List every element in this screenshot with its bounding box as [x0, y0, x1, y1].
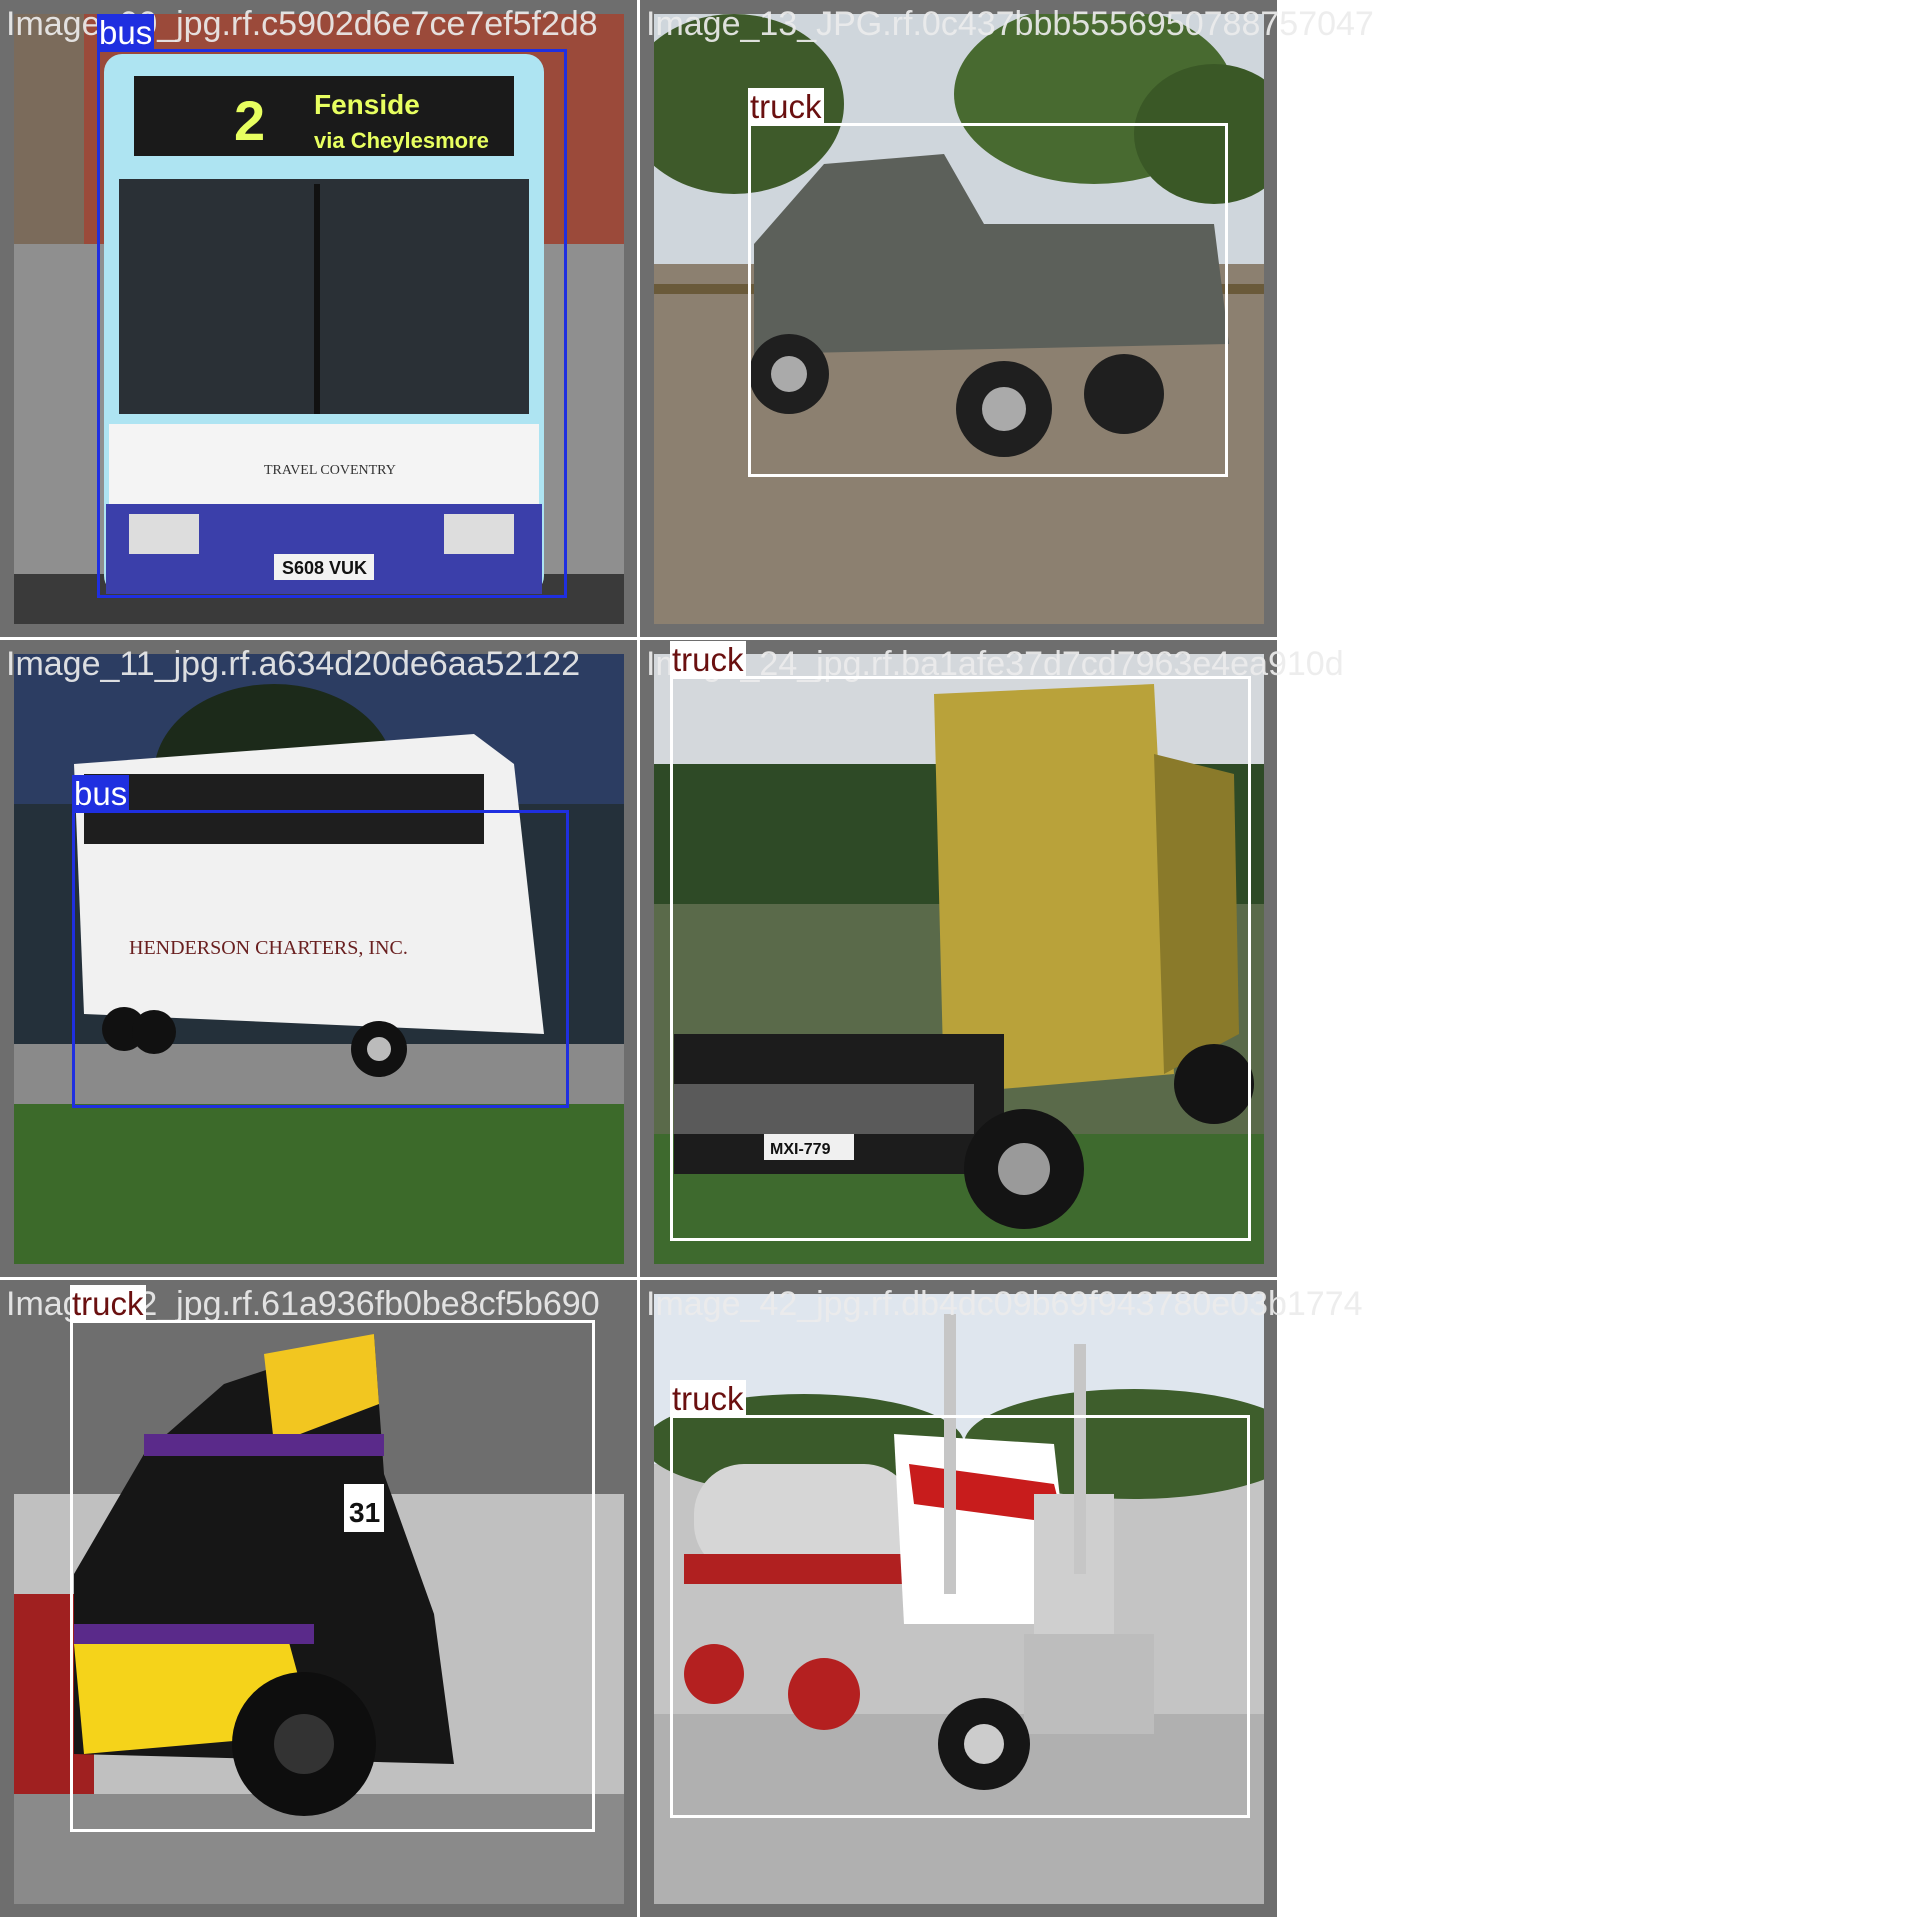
tile-1-bbox: bus — [97, 14, 567, 598]
bus-via-text: via Cheylesmore — [314, 128, 489, 153]
tile-4-photo: MXI-779 — [654, 654, 1264, 1264]
tile-5-bbox: truck — [70, 1285, 595, 1832]
tile-1: Fenside via Cheylesmore 2 TRAVEL COVENTR… — [0, 0, 640, 640]
semi-plate-text: MXI-779 — [770, 1141, 831, 1158]
tile-5-photo: 31 — [14, 1294, 624, 1904]
bus-operator-text: TRAVEL COVENTRY — [264, 463, 396, 478]
tile-6-class-label: truck — [670, 1380, 746, 1418]
tile-1-class-label: bus — [97, 14, 155, 52]
bus-destination-text: Fenside — [314, 89, 420, 120]
tile-4-class-label: truck — [670, 641, 746, 679]
coach-livery-text: HENDERSON CHARTERS, INC. — [129, 937, 408, 959]
tile-1-photo: Fenside via Cheylesmore 2 TRAVEL COVENTR… — [14, 14, 624, 624]
race-truck-number: 31 — [349, 1497, 380, 1528]
tile-4: MXI-779 Image_24_jpg.rf.ba1afe37d7cd7963… — [640, 640, 1344, 1280]
tile-6: Image_42_jpg.rf.db4dc09b69f943780e03b177… — [640, 1280, 1363, 1920]
tile-3-photo: HENDERSON CHARTERS, INC. — [14, 654, 624, 1264]
tile-5: 31 Image_22_jpg.rf.61a936fb0be8cf5b690 t… — [0, 1280, 640, 1920]
bus-route-number: 2 — [234, 89, 265, 152]
tile-4-bbox: truck — [670, 641, 1251, 1241]
tile-2-class-label: truck — [748, 88, 824, 126]
mosaic-grid: Fenside via Cheylesmore 2 TRAVEL COVENTR… — [0, 0, 1374, 1920]
tile-5-class-label: truck — [70, 1285, 146, 1323]
tile-3: HENDERSON CHARTERS, INC. Image_11_jpg.rf… — [0, 640, 640, 1280]
tile-3-bbox: bus — [72, 775, 569, 1108]
tile-2: Image_13_JPG.rf.0c437bbb5556950788757047… — [640, 0, 1374, 640]
bus-plate-text: S608 VUK — [282, 558, 367, 578]
tile-2-bbox: truck — [748, 88, 1228, 477]
tile-6-bbox: truck — [670, 1380, 1250, 1818]
tile-3-class-label: bus — [72, 775, 130, 813]
